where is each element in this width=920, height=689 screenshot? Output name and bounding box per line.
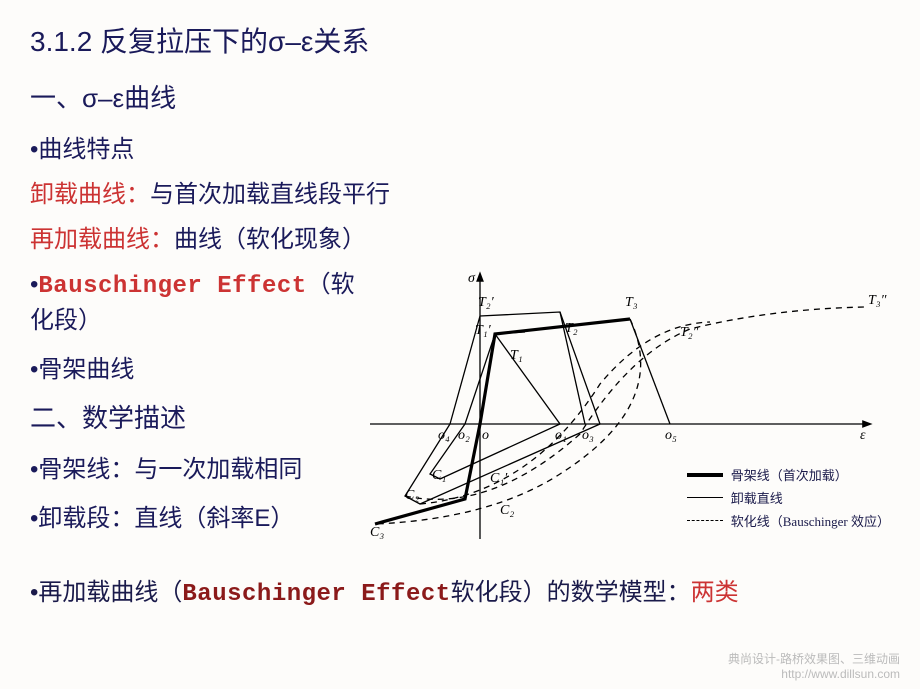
svg-text:σ: σ (468, 271, 476, 286)
bullet-skeleton: •骨架曲线 (30, 349, 370, 384)
svg-text:o₄: o₄ (438, 428, 450, 443)
svg-text:o₁: o₁ (555, 428, 567, 443)
text-unload-desc: 与首次加载直线段平行 (150, 181, 390, 208)
bullet-unload-curve: 卸载曲线：与首次加载直线段平行 (30, 174, 890, 209)
footer-twotypes: 两类 (691, 579, 739, 606)
legend-unload: 卸载直线 (687, 488, 890, 507)
svg-text:T₃: T₃ (625, 295, 638, 310)
watermark: 典尚设计-路桥效果图、三维动画 http://www.dillsun.com (728, 652, 900, 683)
label-unload: 卸载曲线： (30, 181, 150, 208)
diagram-legend: 骨架线（首次加载） 卸载直线 软化线（Bauschinger 效应） (687, 465, 890, 534)
svg-text:C₂: C₂ (500, 503, 514, 518)
svg-text:T₂: T₂ (565, 321, 578, 336)
section-number-title: 3.1.2 反复拉压下的σ–ε关系 (30, 20, 890, 60)
bullet-bauschinger: •Bauschinger Effect（软化段） (30, 264, 370, 335)
svg-text:T₁: T₁ (510, 348, 523, 363)
svg-text:o₅: o₅ (665, 428, 677, 443)
svg-text:T₂″: T₂″ (680, 325, 699, 340)
svg-text:o₂: o₂ (458, 428, 470, 443)
subsection-1-title: 一、σ–ε曲线 (30, 78, 890, 115)
svg-text:C₃: C₃ (370, 525, 384, 540)
svg-text:o: o (482, 428, 489, 443)
legend-skeleton: 骨架线（首次加载） (687, 465, 890, 484)
svg-text:ε: ε (860, 428, 866, 443)
bullet-curve-features: •曲线特点 (30, 129, 890, 164)
label-bauschinger: Bauschinger Effect (38, 273, 306, 300)
svg-text:C₁: C₁ (432, 468, 446, 483)
svg-text:o₃: o₃ (582, 428, 594, 443)
hysteresis-diagram: σ ε o o₁ o₂ o₃ o₄ o₅ T₁ T₁′ T₂ T₂′ T₂″ T… (370, 264, 890, 564)
svg-text:C₂: C₂ (405, 488, 419, 503)
legend-soft: 软化线（Bauschinger 效应） (687, 511, 890, 530)
text-reload-desc: 曲线（软化现象） (174, 226, 366, 253)
svg-text:T₃″: T₃″ (868, 293, 887, 308)
svg-text:T₂′: T₂′ (478, 295, 495, 310)
label-reload: 再加载曲线： (30, 226, 174, 253)
svg-text:T₁′: T₁′ (475, 323, 492, 338)
footer-bauschinger: Bauschinger Effect (182, 581, 450, 608)
bullet-reload-curve: 再加载曲线：曲线（软化现象） (30, 219, 890, 254)
footer-line: •再加载曲线（Bauschinger Effect软化段）的数学模型：两类 (30, 572, 890, 608)
bullet-unload-seg: •卸载段：直线（斜率E） (30, 498, 370, 533)
svg-text:C₁′: C₁′ (490, 471, 508, 486)
subsection-2-title: 二、数学描述 (30, 398, 370, 435)
bullet-skeleton-line: •骨架线：与一次加载相同 (30, 449, 370, 484)
